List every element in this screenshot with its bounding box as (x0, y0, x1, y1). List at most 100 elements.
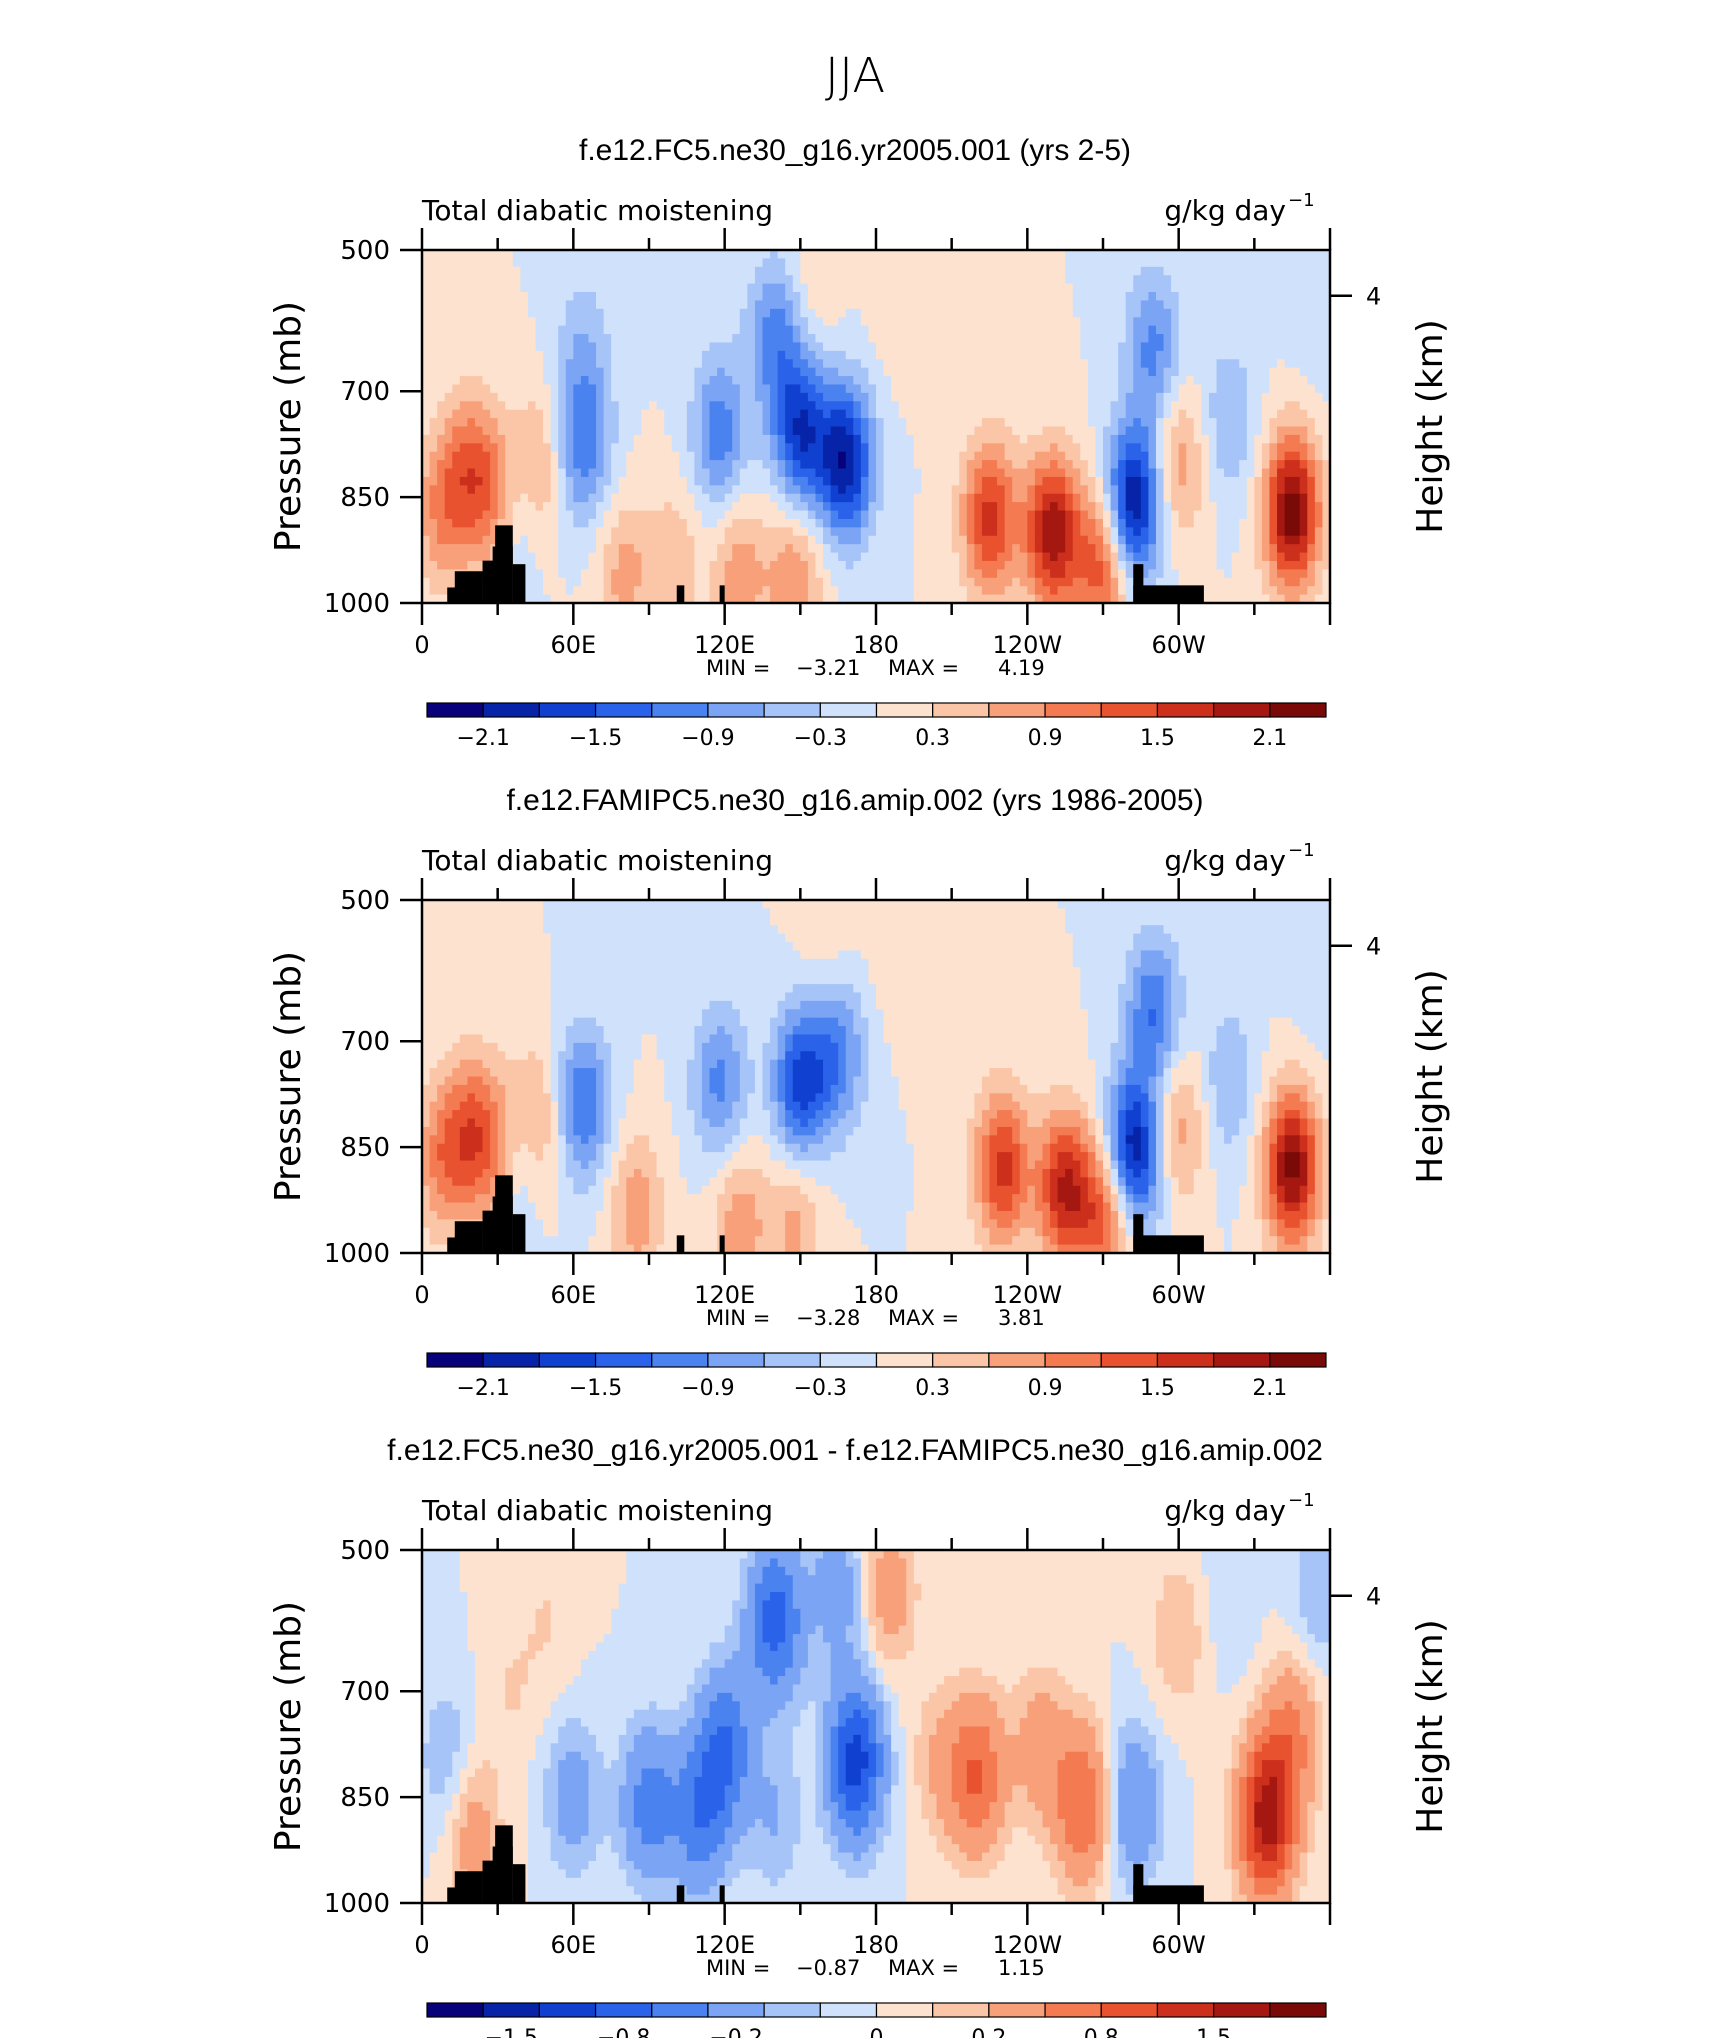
y-axis-title: Pressure (mb) (268, 951, 309, 1202)
colorbar-swatch (426, 1352, 484, 1368)
y-tick-label: 850 (340, 1783, 390, 1813)
colorbar-swatch (1044, 702, 1102, 718)
y-axis-title-right: Height (km) (1410, 319, 1451, 533)
colorbar-label: −0.9 (681, 726, 734, 751)
colorbar-swatch (1213, 2002, 1271, 2018)
colorbar-swatch (1100, 2002, 1159, 2018)
colorbar-swatch (538, 1352, 597, 1368)
units-label: g/kg day (1164, 194, 1286, 227)
colorbar-label: −0.8 (597, 2026, 650, 2038)
min-label: MIN = (706, 1956, 770, 1980)
colorbar-swatch (707, 702, 765, 718)
colorbar-swatch (1044, 2002, 1102, 2018)
y-tick-label: 850 (340, 483, 390, 513)
y-tick-label: 500 (340, 886, 390, 916)
panel-title: f.e12.FAMIPC5.ne30_g16.amip.002 (yrs 198… (506, 784, 1203, 817)
panel-1: f.e12.FC5.ne30_g16.yr2005.001 (yrs 2-5) T… (268, 134, 1451, 751)
colorbar: −2.1 −1.5 −0.9 −0.3 0.3 0.9 1.5 2.1 (426, 702, 1327, 751)
min-label: MIN = (706, 1306, 770, 1330)
x-tick-label: 180 (853, 1281, 899, 1309)
panel-3: f.e12.FC5.ne30_g16.yr2005.001 - f.e12.FA… (268, 1434, 1451, 2038)
x-tick-label: 0 (414, 1931, 429, 1959)
y-tick-label: 850 (340, 1133, 390, 1163)
colorbar-swatch (763, 702, 821, 718)
colorbar-swatch (538, 702, 597, 718)
max-value: 1.15 (998, 1956, 1045, 1980)
colorbar-swatch (1213, 1352, 1271, 1368)
variable-label: Total diabatic moistening (421, 844, 773, 877)
colorbar-label: −2.1 (456, 1376, 509, 1401)
min-value: −3.21 (796, 656, 860, 680)
min-value: −0.87 (796, 1956, 860, 1980)
panels: f.e12.FC5.ne30_g16.yr2005.001 (yrs 2-5) T… (268, 134, 1451, 2038)
colorbar-swatch (988, 2002, 1046, 2018)
x-tick-label: 180 (853, 631, 899, 659)
max-label: MAX = (888, 1956, 959, 1980)
colorbar-swatch (594, 2002, 653, 2018)
colorbar-swatch (651, 702, 709, 718)
x-tick-label: 120W (993, 1931, 1063, 1959)
x-tick-label: 60E (550, 1281, 596, 1309)
right-tick-label: 4 (1366, 1583, 1381, 1611)
x-tick-label: 60W (1152, 1931, 1206, 1959)
colorbar-swatch (763, 2002, 821, 2018)
colorbar-label: 0.3 (915, 1376, 950, 1401)
y-tick-label: 700 (340, 1677, 390, 1707)
colorbar-swatch (988, 702, 1046, 718)
colorbar-label: 0.3 (915, 726, 950, 751)
colorbar-label: 2.1 (1252, 726, 1287, 751)
colorbar-swatch (707, 2002, 765, 2018)
right-tick-label: 4 (1366, 933, 1381, 961)
colorbar-swatch (1044, 1352, 1102, 1368)
topography-mask (447, 525, 1204, 603)
panel-2: f.e12.FAMIPC5.ne30_g16.amip.002 (yrs 198… (268, 784, 1451, 1401)
y-tick-label: 700 (340, 377, 390, 407)
max-label: MAX = (888, 656, 959, 680)
colorbar-swatch (538, 2002, 597, 2018)
colorbar-label: −2.1 (456, 726, 509, 751)
colorbar-label: −1.5 (485, 2026, 538, 2038)
units-label: g/kg day (1164, 844, 1286, 877)
contour-field (422, 900, 1330, 1253)
colorbar-swatch (819, 702, 878, 718)
contour-field (422, 1550, 1330, 1903)
y-tick-label: 1000 (324, 1889, 390, 1919)
y-axis-title-right: Height (km) (1410, 969, 1451, 1183)
units-exponent: −1 (1288, 190, 1315, 211)
y-tick-label: 1000 (324, 589, 390, 619)
max-value: 4.19 (998, 656, 1045, 680)
x-tick-label: 60W (1152, 631, 1206, 659)
colorbar-swatch (1156, 2002, 1215, 2018)
y-tick-label: 700 (340, 1027, 390, 1057)
x-tick-label: 120E (694, 631, 755, 659)
x-tick-label: 60E (550, 1931, 596, 1959)
colorbar-swatch (819, 1352, 878, 1368)
colorbar-swatch (932, 2002, 990, 2018)
colorbar-label: −1.5 (569, 1376, 622, 1401)
min-label: MIN = (706, 656, 770, 680)
x-tick-label: 120W (993, 1281, 1063, 1309)
y-axis-title-right: Height (km) (1410, 1619, 1451, 1833)
colorbar-swatch (763, 1352, 821, 1368)
colorbar-label: 0.8 (1084, 2026, 1119, 2038)
colorbar-swatch (594, 1352, 653, 1368)
colorbar-swatch (1269, 2002, 1327, 2018)
colorbar-swatch (875, 1352, 934, 1368)
colorbar-swatch (1269, 1352, 1327, 1368)
x-tick-label: 180 (853, 1931, 899, 1959)
colorbar-label: −0.9 (681, 1376, 734, 1401)
colorbar-label: 0 (870, 2026, 884, 2038)
x-tick-label: 60E (550, 631, 596, 659)
colorbar-label: 1.5 (1140, 1376, 1175, 1401)
variable-label: Total diabatic moistening (421, 194, 773, 227)
colorbar-label: −0.2 (709, 2026, 762, 2038)
panel-title: f.e12.FC5.ne30_g16.yr2005.001 (yrs 2-5) (579, 134, 1131, 167)
colorbar-swatch (1213, 702, 1271, 718)
max-value: 3.81 (998, 1306, 1045, 1330)
colorbar-swatch (1100, 702, 1159, 718)
variable-label: Total diabatic moistening (421, 1494, 773, 1527)
x-tick-label: 0 (414, 631, 429, 659)
colorbar-swatch (482, 1352, 540, 1368)
units-exponent: −1 (1288, 840, 1315, 861)
colorbar-swatch (1269, 702, 1327, 718)
